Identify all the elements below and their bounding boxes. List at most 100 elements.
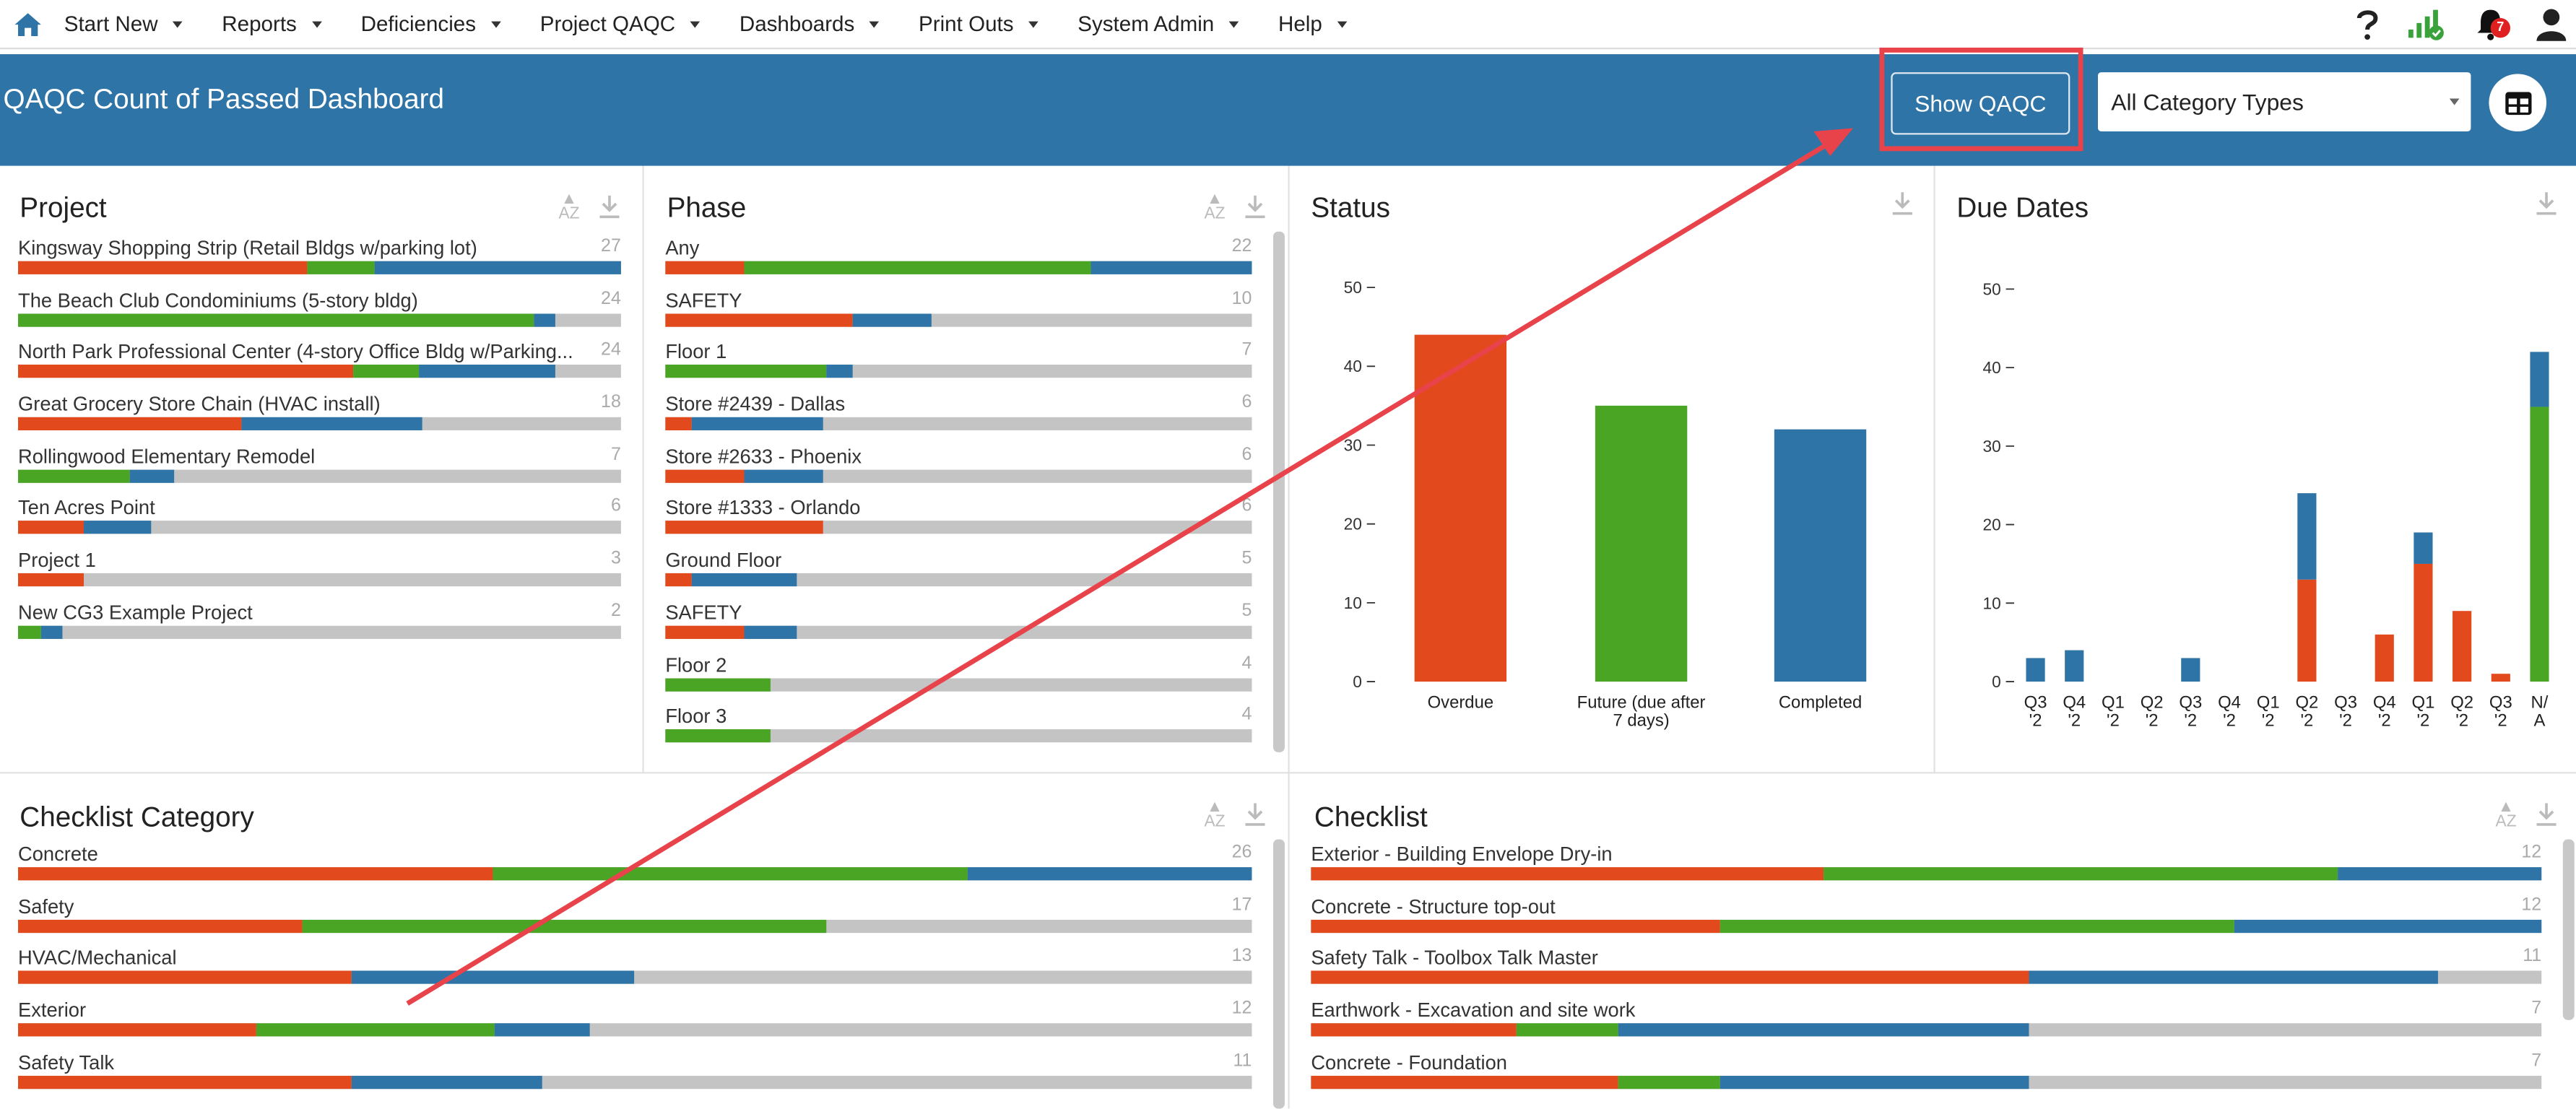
- list-row[interactable]: Exterior - Building Envelope Dry-in 12: [1311, 843, 2542, 895]
- list-row[interactable]: Safety Talk - Toolbox Talk Master 11: [1311, 947, 2542, 999]
- progress-bar: [1311, 919, 2542, 933]
- project-panel: Project ▲ AZ Kingsway Shopping Strip (Ret…: [0, 165, 643, 773]
- user-icon[interactable]: [2536, 7, 2567, 40]
- download-icon[interactable]: [1892, 192, 1912, 215]
- scrollbar[interactable]: [1273, 231, 1285, 752]
- show-qaqc-button[interactable]: Show QAQC: [1891, 72, 2070, 135]
- list-row[interactable]: Concrete - Foundation 7: [1311, 1051, 2542, 1103]
- progress-bar: [665, 417, 1252, 431]
- table-view-button[interactable]: [2489, 74, 2547, 131]
- list-row[interactable]: New CG3 Example Project 2: [18, 601, 621, 653]
- menu-system-admin[interactable]: System Admin: [1077, 12, 1239, 36]
- x-label: Q1: [2412, 692, 2435, 712]
- row-label: Kingsway Shopping Strip (Retail Bldgs w/…: [18, 236, 477, 260]
- list-row[interactable]: Safety 17: [18, 895, 1252, 947]
- list-row[interactable]: Kingsway Shopping Strip (Retail Bldgs w/…: [18, 237, 621, 289]
- category-type-select[interactable]: All Category Types: [2098, 72, 2471, 131]
- overdue-segment: [1311, 867, 1824, 881]
- caret-down-icon: [1337, 20, 1347, 27]
- sort-az-icon[interactable]: ▲ AZ: [1204, 798, 1226, 832]
- download-icon[interactable]: [599, 195, 620, 219]
- sort-az-icon[interactable]: ▲ AZ: [558, 190, 580, 224]
- list-row[interactable]: North Park Professional Center (4-story …: [18, 341, 621, 393]
- list-row[interactable]: Ground Floor 5: [665, 549, 1252, 601]
- list-row[interactable]: Floor 2 4: [665, 653, 1252, 705]
- list-row[interactable]: Any 22: [665, 237, 1252, 289]
- row-label: Floor 2: [665, 653, 727, 677]
- completed-segment: [351, 1075, 543, 1089]
- list-row[interactable]: Safety Talk 11: [18, 1051, 1252, 1103]
- bell-icon[interactable]: 7: [2474, 7, 2511, 40]
- x-label: Overdue: [1428, 692, 1494, 712]
- sort-az-icon[interactable]: ▲ AZ: [2495, 798, 2517, 832]
- download-icon[interactable]: [2536, 192, 2557, 215]
- download-icon[interactable]: [2536, 803, 2557, 826]
- sort-az-icon[interactable]: ▲ AZ: [1204, 190, 1226, 224]
- future-segment: [18, 469, 130, 483]
- list-row[interactable]: Concrete 26: [18, 843, 1252, 895]
- list-row[interactable]: HVAC/Mechanical 13: [18, 947, 1252, 999]
- scrollbar[interactable]: [2562, 839, 2575, 1020]
- list-row[interactable]: Floor 3 4: [665, 705, 1252, 757]
- caret-down-icon: [173, 20, 183, 27]
- panel-title: Project: [19, 192, 107, 224]
- menu-start-new[interactable]: Start New: [64, 12, 183, 36]
- y-tick-label: 30: [1982, 437, 2000, 456]
- category-select-value: All Category Types: [2111, 88, 2304, 116]
- overdue-segment: [1311, 971, 2029, 985]
- list-row[interactable]: Great Grocery Store Chain (HVAC install)…: [18, 393, 621, 445]
- menu-label: Project QAQC: [539, 11, 676, 37]
- panel-title: Due Dates: [1956, 192, 2089, 224]
- download-icon[interactable]: [1244, 195, 1265, 219]
- project-list: Kingsway Shopping Strip (Retail Bldgs w/…: [18, 237, 621, 653]
- future-segment: [665, 729, 771, 743]
- x-label: 7 days): [1613, 710, 1669, 730]
- signal-icon[interactable]: [2408, 7, 2445, 40]
- overdue-segment: [665, 573, 692, 587]
- status-panel: Status 0 10 20 30 40 50 Overdue Future (due aft…: [1289, 165, 1934, 773]
- list-row[interactable]: Floor 1 7: [665, 341, 1252, 393]
- download-icon[interactable]: [1244, 803, 1265, 826]
- completed-segment: [40, 625, 63, 639]
- list-row[interactable]: Concrete - Structure top-out 12: [1311, 895, 2542, 947]
- row-label: Safety Talk - Toolbox Talk Master: [1311, 947, 1598, 970]
- y-tick-label: 0: [1992, 672, 2001, 691]
- checklist-list: Exterior - Building Envelope Dry-in 12 Con…: [1311, 843, 2542, 1103]
- list-row[interactable]: Store #1333 - Orlando 6: [665, 497, 1252, 549]
- list-row[interactable]: Ten Acres Point 6: [18, 497, 621, 549]
- list-row[interactable]: Store #2633 - Phoenix 6: [665, 445, 1252, 497]
- row-count: 2: [610, 601, 621, 621]
- help-icon[interactable]: [2356, 7, 2379, 40]
- x-label: '2: [2262, 710, 2275, 730]
- menu-print-outs[interactable]: Print Outs: [919, 12, 1038, 36]
- future-segment: [493, 867, 968, 881]
- overdue-segment: [665, 313, 854, 326]
- y-tick-label: 50: [1982, 279, 2000, 298]
- list-row[interactable]: Exterior 12: [18, 999, 1252, 1051]
- list-row[interactable]: Store #2439 - Dallas 6: [665, 393, 1252, 445]
- list-row[interactable]: SAFETY 5: [665, 601, 1252, 653]
- menu-reports[interactable]: Reports: [222, 12, 321, 36]
- completed-segment: [744, 469, 824, 483]
- row-count: 6: [1241, 392, 1252, 413]
- list-row[interactable]: Earthwork - Excavation and site work 7: [1311, 999, 2542, 1051]
- caret-down-icon: [1028, 20, 1038, 27]
- x-label: N/: [2531, 692, 2549, 712]
- progress-bar: [665, 573, 1252, 587]
- menu-help[interactable]: Help: [1278, 12, 1347, 36]
- x-label: '2: [2146, 710, 2159, 730]
- scrollbar[interactable]: [1273, 839, 1285, 1109]
- menu-project-qaqc[interactable]: Project QAQC: [539, 11, 701, 37]
- list-row[interactable]: Project 1 3: [18, 549, 621, 601]
- caret-down-icon: [311, 20, 321, 27]
- list-row[interactable]: The Beach Club Condominiums (5-story bld…: [18, 289, 621, 341]
- home-icon[interactable]: [14, 12, 41, 35]
- y-tick-label: 40: [1982, 358, 2000, 377]
- x-label: Future (due after: [1577, 692, 1706, 712]
- progress-bar: [18, 521, 621, 535]
- menu-deficiencies[interactable]: Deficiencies: [361, 12, 501, 36]
- list-row[interactable]: SAFETY 10: [665, 289, 1252, 341]
- menu-dashboards[interactable]: Dashboards: [740, 12, 880, 36]
- list-row[interactable]: Rollingwood Elementary Remodel 7: [18, 445, 621, 497]
- future-segment: [1618, 1075, 1721, 1089]
